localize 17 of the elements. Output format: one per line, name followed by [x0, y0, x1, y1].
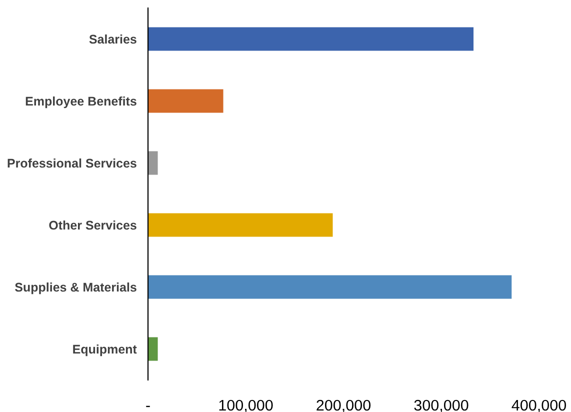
bar	[148, 151, 158, 175]
y-tick-label: Professional Services	[8, 158, 136, 168]
y-tick-label: Supplies & Materials	[14, 282, 136, 294]
y-tick-label: Employee Benefits	[26, 96, 136, 108]
bar	[148, 337, 158, 361]
bar	[148, 27, 474, 51]
y-tick-label: Equipment	[73, 344, 137, 356]
bar	[148, 213, 333, 237]
x-tick-label: 300,000	[414, 400, 468, 412]
x-tick-label: 100,000	[219, 400, 273, 412]
x-tick-label: 200,000	[316, 400, 371, 412]
bar	[148, 275, 512, 299]
y-tick-label: Other Services	[49, 220, 136, 230]
x-tick-label: -	[146, 406, 150, 408]
bar	[148, 89, 224, 113]
y-tick-label: Salaries	[89, 34, 136, 44]
x-tick-label: 400,000	[512, 400, 566, 412]
